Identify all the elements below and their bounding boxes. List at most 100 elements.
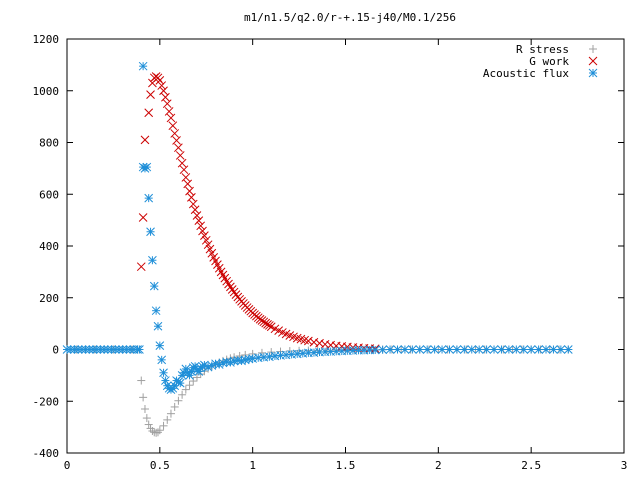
axis-ticks: 0 0.5 1 1.5 2 2.5 3 -400 -200 0 200 400 600 800 1000 12…	[33, 33, 628, 472]
y-tick-label: 1200	[33, 33, 60, 46]
data-point	[526, 345, 536, 354]
data-point	[519, 345, 529, 354]
series-2	[62, 61, 573, 394]
legend-marker	[588, 68, 598, 78]
data-point	[175, 151, 185, 160]
data-point	[563, 345, 573, 354]
data-point	[227, 285, 237, 294]
data-point	[177, 158, 187, 168]
data-point	[159, 368, 168, 378]
data-point	[497, 345, 506, 354]
data-point	[430, 345, 439, 354]
data-point	[248, 354, 258, 363]
data-point	[144, 420, 153, 429]
data-point	[407, 345, 417, 354]
data-point	[229, 287, 239, 297]
x-tick-label: 3	[621, 459, 628, 472]
data-point	[146, 90, 155, 99]
data-point	[148, 255, 157, 265]
data-point	[511, 345, 521, 354]
data-points	[62, 61, 573, 437]
y-tick-label: -200	[33, 395, 60, 408]
data-point	[192, 211, 202, 220]
data-point	[459, 345, 469, 354]
data-point	[140, 135, 150, 145]
data-point	[226, 282, 235, 292]
data-point	[138, 213, 148, 222]
data-point	[304, 336, 313, 346]
data-point	[190, 205, 200, 215]
data-point	[437, 345, 447, 354]
data-point	[159, 86, 168, 96]
y-tick-label: 800	[39, 137, 59, 150]
x-tick-label: 2.5	[521, 459, 541, 472]
data-point	[504, 345, 514, 354]
x-tick-label: 2	[435, 459, 442, 472]
data-point	[151, 306, 161, 316]
data-point	[162, 99, 172, 109]
data-point	[138, 61, 148, 71]
data-point	[144, 193, 154, 203]
data-point	[153, 428, 162, 437]
data-point	[153, 321, 163, 331]
data-point	[549, 345, 558, 354]
data-point	[166, 113, 176, 123]
data-point	[170, 402, 179, 411]
data-point	[315, 338, 324, 348]
legend-label: Acoustic flux	[483, 67, 569, 80]
data-point	[452, 345, 462, 354]
data-point	[136, 262, 146, 272]
data-point	[153, 73, 163, 83]
legend-label: R stress	[516, 43, 569, 56]
data-point	[222, 357, 232, 367]
data-point	[170, 129, 180, 138]
data-point	[192, 373, 201, 382]
data-point	[187, 193, 196, 202]
data-point	[489, 345, 499, 354]
data-point	[378, 345, 387, 355]
data-point	[139, 393, 148, 402]
data-point	[183, 179, 193, 189]
data-point	[198, 226, 207, 236]
y-tick-label: 600	[39, 188, 59, 201]
data-point	[185, 186, 194, 196]
data-point	[556, 345, 566, 354]
data-point	[159, 421, 168, 430]
data-point	[157, 355, 167, 365]
y-tick-label: -400	[33, 447, 60, 460]
data-point	[200, 231, 209, 241]
plot-area-frame	[66, 38, 625, 454]
data-point	[155, 341, 165, 350]
data-point	[140, 405, 149, 414]
data-point	[142, 162, 152, 172]
data-point	[178, 390, 187, 399]
data-point	[263, 320, 272, 329]
legend-marker	[589, 45, 597, 53]
chart-title: m1/n1.5/q2.0/r-+.15-j40/M0.1/256	[244, 11, 456, 24]
data-point	[175, 378, 185, 388]
data-point	[157, 81, 167, 90]
data-point	[422, 345, 432, 354]
y-tick-label: 0	[52, 344, 59, 357]
data-point	[146, 227, 155, 237]
data-point	[163, 415, 172, 424]
data-point	[393, 345, 402, 354]
data-point	[541, 345, 551, 354]
data-point	[155, 426, 164, 435]
data-point	[188, 199, 198, 209]
data-point	[194, 216, 204, 225]
legend-marker	[588, 56, 598, 66]
data-point	[181, 173, 191, 182]
data-point	[445, 345, 454, 354]
data-point	[181, 385, 190, 394]
data-point	[196, 221, 206, 231]
data-point	[201, 235, 211, 245]
data-point	[385, 345, 395, 354]
series-0	[63, 345, 573, 437]
data-point	[166, 409, 175, 418]
data-point	[309, 337, 319, 347]
x-tick-label: 0.5	[150, 459, 170, 472]
data-point	[168, 121, 178, 131]
